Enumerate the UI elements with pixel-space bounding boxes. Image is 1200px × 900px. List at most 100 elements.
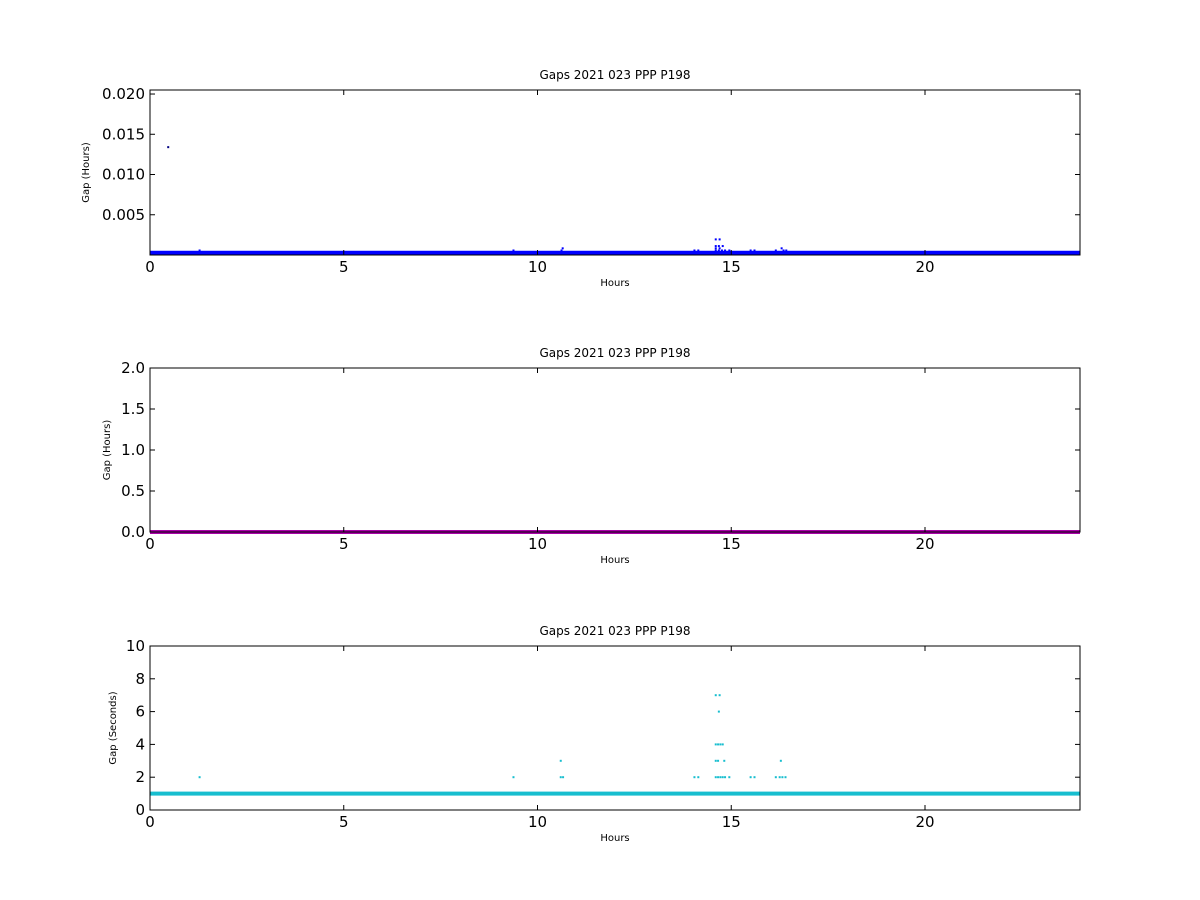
data-point (717, 249, 720, 252)
y-tick-label: 0 (135, 801, 145, 819)
data-point (718, 238, 721, 241)
y-tick-label: 6 (135, 703, 145, 721)
data-point (728, 249, 731, 252)
x-tick-label: 20 (915, 535, 934, 553)
y-tick-label: 4 (135, 735, 145, 753)
data-point (749, 249, 752, 252)
data-point (714, 247, 717, 250)
plot-area (150, 646, 1080, 810)
data-point (780, 247, 783, 250)
data-point (714, 743, 717, 746)
data-point (697, 776, 700, 779)
plot-area (150, 90, 1080, 255)
y-tick-label: 0.010 (102, 166, 145, 184)
data-point (784, 776, 787, 779)
y-tick-label: 2 (135, 768, 145, 786)
data-point (718, 247, 721, 250)
data-point (785, 249, 788, 252)
data-point (717, 743, 720, 746)
chart-panel-3: 0 5 10 15 20 0 2 4 6 8 10 Gaps 2021 023 PPP P198 Hou… (108, 624, 1081, 844)
data-point (714, 238, 717, 241)
data-point (782, 249, 785, 252)
x-tick-label: 20 (915, 813, 934, 831)
x-tick-label: 15 (722, 813, 741, 831)
data-point (774, 776, 777, 779)
data-point (724, 249, 727, 252)
x-tick-label: 0 (145, 813, 155, 831)
data-point (693, 776, 696, 779)
x-tick-label: 20 (915, 258, 934, 276)
data-point (721, 776, 724, 779)
y-tick-label: 10 (126, 637, 145, 655)
data-point (714, 776, 717, 779)
data-point (749, 776, 752, 779)
data-point (714, 694, 717, 697)
plot-frame (149, 645, 1081, 811)
data-point (693, 249, 696, 252)
data-point (167, 146, 170, 149)
y-tick-label: 0.5 (121, 482, 145, 500)
y-tick-label: 0.020 (102, 85, 145, 103)
data-point (714, 249, 717, 252)
y-tick-label: 2.0 (121, 359, 145, 377)
data-point (198, 776, 201, 779)
data-point (717, 710, 720, 713)
x-tick-label: 5 (339, 258, 349, 276)
plot-frame (149, 89, 1081, 256)
data-point (719, 743, 722, 746)
y-axis-label: Gap (Seconds) (108, 691, 119, 764)
data-point (717, 776, 720, 779)
chart-title: Gaps 2021 023 PPP P198 (539, 346, 690, 360)
y-tick-label: 0.015 (102, 125, 145, 143)
x-tick-label: 0 (145, 535, 155, 553)
plot-area (150, 368, 1080, 532)
data-point (720, 249, 723, 252)
data-point (721, 245, 724, 248)
data-point (562, 776, 565, 779)
x-tick-label: 5 (339, 813, 349, 831)
data-point (728, 776, 731, 779)
data-point (717, 759, 720, 762)
data-point (717, 245, 720, 248)
x-tick-label: 15 (722, 258, 741, 276)
chart-panel-1: 0 5 10 15 20 0.005 0.010 0.015 0.020 Gaps 2021 02… (81, 68, 1081, 289)
data-point (512, 249, 515, 252)
x-tick-label: 10 (528, 258, 547, 276)
data-point (724, 776, 727, 779)
y-axis-label: Gap (Hours) (81, 142, 92, 203)
y-tick-label: 1.5 (121, 400, 145, 418)
data-point (714, 759, 717, 762)
data-point (753, 776, 756, 779)
series-baseline (150, 791, 1080, 796)
data-point (779, 759, 782, 762)
data-point (723, 759, 726, 762)
data-point (560, 249, 563, 252)
x-axis-label: Hours (600, 833, 629, 844)
x-axis-label: Hours (600, 555, 629, 566)
data-point (714, 245, 717, 248)
data-point (781, 776, 784, 779)
x-tick-label: 5 (339, 535, 349, 553)
data-point (697, 249, 700, 252)
data-point (198, 249, 201, 252)
data-point (753, 249, 756, 252)
x-tick-label: 15 (722, 535, 741, 553)
y-tick-label: 0.0 (121, 523, 145, 541)
chart-title: Gaps 2021 023 PPP P198 (539, 68, 690, 82)
series-baseline (150, 250, 1080, 255)
x-axis-label: Hours (600, 278, 629, 289)
chart-title: Gaps 2021 023 PPP P198 (539, 624, 690, 638)
x-tick-label: 10 (528, 813, 547, 831)
x-tick-label: 0 (145, 258, 155, 276)
y-tick-label: 1.0 (121, 441, 145, 459)
chart-panel-2: 0 5 10 15 20 0.0 0.5 1.0 1.5 2.0 Gaps 2021 023 PPP… (102, 346, 1081, 566)
data-point (719, 776, 722, 779)
data-point (559, 759, 562, 762)
data-point (559, 776, 562, 779)
data-point (721, 743, 724, 746)
data-point (718, 694, 721, 697)
y-axis-label: Gap (Hours) (102, 420, 113, 481)
data-point (561, 247, 564, 250)
y-tick-label: 8 (135, 670, 145, 688)
